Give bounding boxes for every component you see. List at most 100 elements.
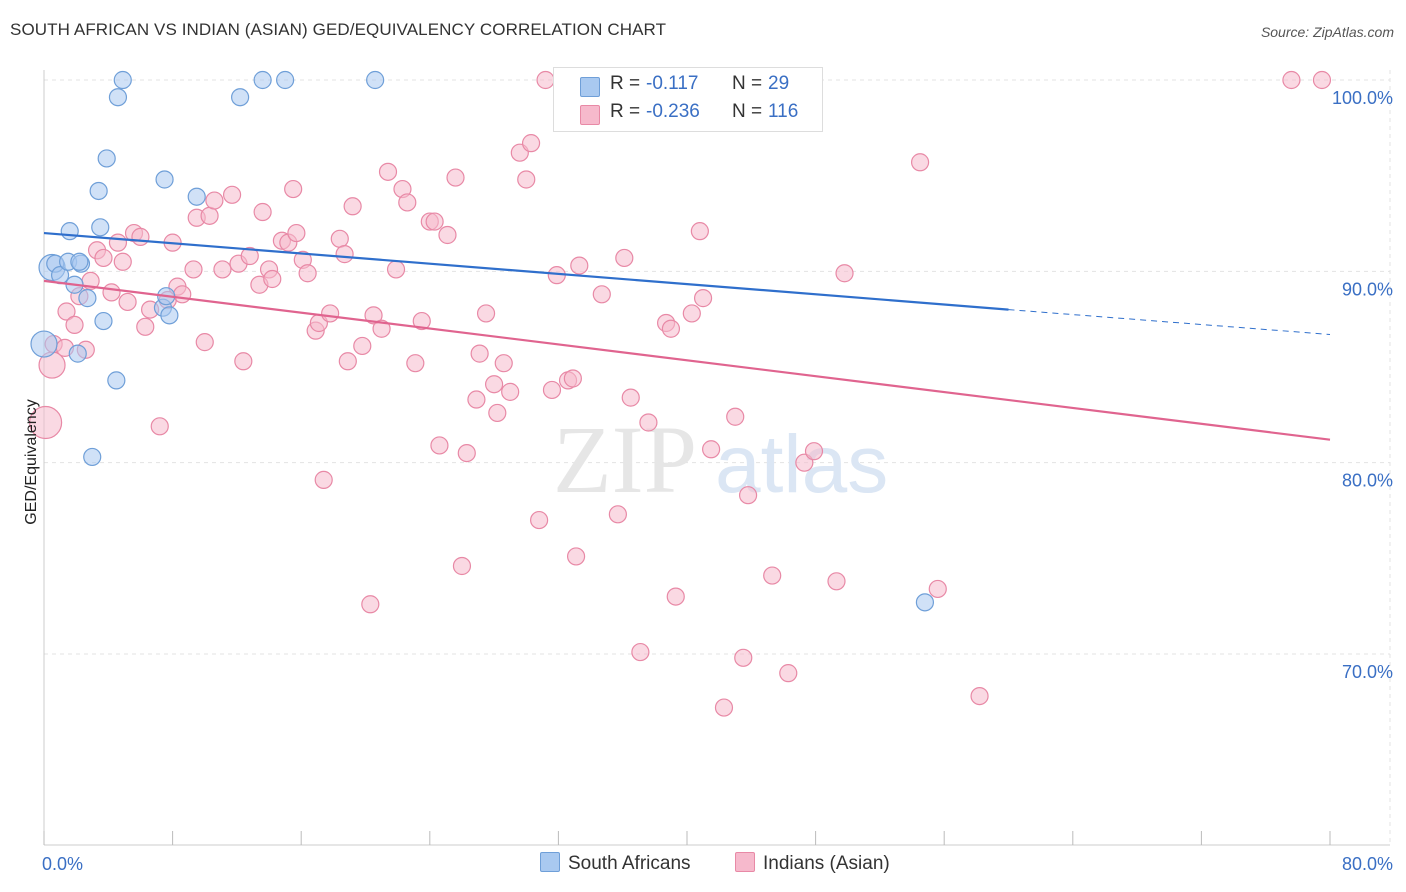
south-africans-point	[108, 88, 128, 107]
indians-point	[928, 579, 947, 599]
indians-point	[682, 304, 701, 323]
south-africans-point	[89, 181, 108, 201]
legend-swatch-blue	[540, 852, 560, 872]
correlation-legend: R = -0.117 N = 29 R = -0.236 N = 116	[553, 67, 823, 132]
indians-point	[412, 311, 431, 331]
indians-point	[195, 333, 214, 352]
x-tick-label-min: 0.0%	[42, 854, 83, 874]
indians-point	[631, 642, 650, 662]
indians-point	[714, 698, 734, 717]
south-africans-point	[83, 447, 102, 467]
indians-point	[150, 417, 169, 436]
indians-point	[467, 390, 486, 409]
indians-point	[476, 304, 496, 323]
indians-point	[200, 206, 219, 225]
indians-point	[452, 556, 472, 576]
south-africans-point	[60, 222, 79, 241]
legend-r-label: R =	[610, 101, 641, 122]
indians-point	[570, 256, 589, 275]
indians-point	[108, 233, 128, 252]
indians-point	[1312, 70, 1332, 90]
south-africans-point	[366, 70, 385, 90]
legend-item-indians[interactable]: Indians (Asian)	[735, 852, 890, 875]
indians-point	[253, 202, 272, 222]
south-africans-point	[187, 187, 206, 206]
indians-point	[521, 134, 541, 153]
axis-labels: 70.0% 80.0% 90.0% 100.0% 0.0% 80.0% GED/Equiva…	[23, 88, 1393, 874]
indians-point	[779, 664, 798, 683]
chart-title: SOUTH AFRICAN VS INDIAN (ASIAN) GED/EQUI…	[10, 20, 667, 39]
x-tick-label-max: 80.0%	[1342, 854, 1393, 874]
indians-point	[666, 587, 685, 606]
indians-point	[488, 403, 507, 423]
south-africans-point	[68, 344, 87, 363]
indians-point	[563, 369, 582, 388]
y-tick-label: 70.0%	[1342, 662, 1393, 682]
indians-point	[470, 344, 489, 363]
indians-point	[970, 686, 989, 706]
indians-point	[118, 292, 137, 312]
indians-point	[592, 285, 611, 304]
south-africans-point	[113, 70, 132, 90]
indians-point	[835, 264, 854, 283]
indians-point	[501, 382, 520, 401]
indians-point	[661, 319, 681, 338]
legend-label-indians: Indians (Asian)	[763, 853, 890, 874]
y-tick-label: 80.0%	[1342, 471, 1393, 491]
indians-point	[65, 315, 84, 335]
indians-point	[314, 470, 333, 489]
south-africans-point	[276, 70, 295, 90]
legend-swatch-pink	[580, 105, 600, 125]
indians-point	[353, 336, 372, 356]
indians-point	[804, 442, 824, 461]
legend-r-value: -0.117	[646, 73, 699, 94]
indians-point	[284, 179, 303, 199]
indians-point	[184, 260, 203, 279]
south-africans-point	[94, 311, 113, 331]
indians-point	[364, 306, 383, 325]
legend-r-label: R =	[610, 73, 641, 94]
indians-points	[29, 70, 1332, 717]
legend-row-south-africans: R = -0.117 N = 29	[554, 73, 822, 99]
y-tick-label: 100.0%	[1332, 88, 1393, 108]
indians-point	[693, 289, 713, 308]
legend-item-south-africans[interactable]: South Africans	[540, 852, 691, 875]
legend-n-value: 116	[768, 101, 799, 122]
indians-point	[530, 510, 549, 530]
indians-point	[734, 648, 753, 667]
south-africans-point	[253, 70, 272, 90]
indians-point	[726, 407, 745, 426]
legend-swatch-blue	[580, 77, 600, 97]
indians-trend-line	[43, 279, 1331, 441]
south-africans-point	[155, 170, 174, 189]
watermark-zip: ZIP	[553, 406, 697, 513]
indians-point	[386, 260, 406, 279]
indians-point	[338, 352, 357, 371]
legend-label-south-africans: South Africans	[568, 853, 691, 874]
indians-point	[827, 572, 846, 591]
indians-point	[205, 191, 224, 210]
legend-n-label: N =	[732, 101, 763, 122]
indians-point	[298, 264, 317, 283]
indians-point	[29, 405, 63, 440]
south-africans-point	[91, 218, 110, 237]
indians-point	[438, 225, 457, 245]
indians-point	[910, 153, 930, 172]
indians-point	[222, 185, 242, 204]
indians-point	[738, 486, 758, 505]
south-africans-point	[70, 252, 89, 271]
trend-lines	[43, 231, 1331, 441]
indians-point	[517, 170, 536, 189]
source-label: Source: ZipAtlas.com	[1260, 24, 1394, 40]
indians-point	[702, 440, 721, 459]
indians-point	[57, 302, 76, 321]
indians-point	[330, 229, 349, 248]
indians-point	[378, 162, 398, 181]
indians-point	[213, 260, 232, 279]
watermark: ZIP atlas	[553, 406, 888, 513]
indians-point	[321, 304, 340, 323]
indians-point	[263, 269, 282, 289]
indians-point	[361, 595, 380, 614]
indians-point	[240, 246, 259, 266]
indians-point	[494, 354, 513, 373]
